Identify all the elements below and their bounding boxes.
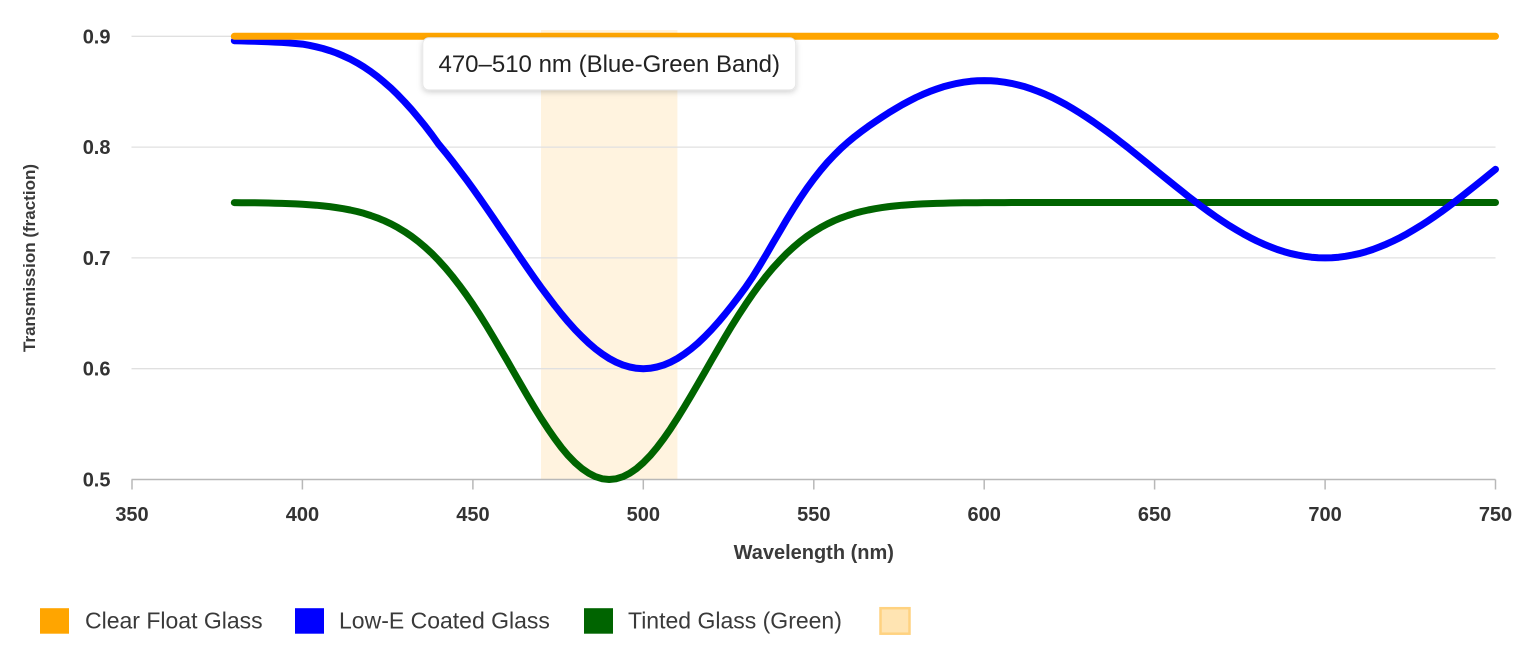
svg-text:500: 500 xyxy=(627,504,660,526)
svg-text:0.8: 0.8 xyxy=(83,137,111,159)
svg-text:650: 650 xyxy=(1138,504,1171,526)
svg-text:0.5: 0.5 xyxy=(83,470,111,492)
svg-text:Wavelength (nm): Wavelength (nm) xyxy=(734,542,894,564)
svg-text:600: 600 xyxy=(968,504,1001,526)
svg-text:0.6: 0.6 xyxy=(83,359,111,381)
svg-text:400: 400 xyxy=(286,504,319,526)
svg-text:700: 700 xyxy=(1308,504,1341,526)
svg-text:0.9: 0.9 xyxy=(83,26,111,48)
svg-text:Transmission (fraction): Transmission (fraction) xyxy=(20,164,39,352)
svg-text:Low-E Coated Glass: Low-E Coated Glass xyxy=(339,608,550,634)
svg-text:Tinted Glass (Green): Tinted Glass (Green) xyxy=(628,608,842,634)
svg-text:350: 350 xyxy=(115,504,148,526)
svg-text:Clear Float Glass: Clear Float Glass xyxy=(85,608,263,634)
svg-text:0.7: 0.7 xyxy=(83,248,111,270)
svg-text:550: 550 xyxy=(797,504,830,526)
svg-text:470–510 nm (Blue-Green Band): 470–510 nm (Blue-Green Band) xyxy=(438,51,780,78)
svg-text:450: 450 xyxy=(456,504,489,526)
svg-text:750: 750 xyxy=(1479,504,1512,526)
